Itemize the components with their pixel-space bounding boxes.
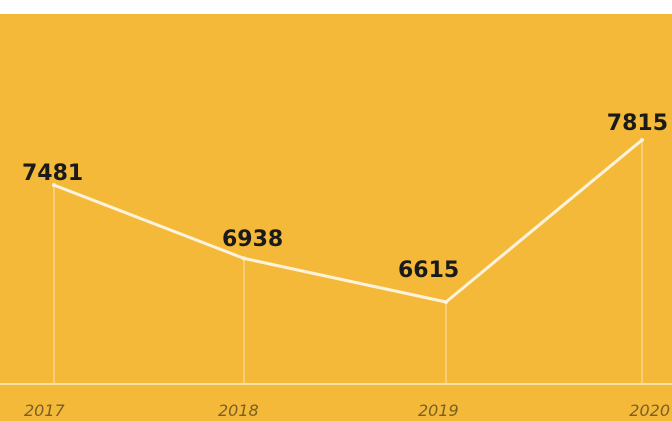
data-point-2020 [640,138,644,142]
top-white-strip [0,0,672,14]
data-point-2019 [444,300,448,304]
data-points [52,138,644,304]
x-tick-label-2017: 2017 [24,401,66,420]
data-label-2020: 7815 [607,111,668,136]
x-axis-tick-labels: 2017 2018 2019 2020 [24,401,670,420]
data-point-2017 [52,183,56,188]
data-point-2018 [242,256,246,261]
x-tick-label-2020: 2020 [629,401,670,420]
data-label-2018: 6938 [222,227,283,252]
series-line [53,138,643,304]
drop-lines [53,140,643,384]
data-label-2017: 7481 [22,161,83,186]
data-label-2019: 6615 [398,258,459,283]
x-tick-label-2018: 2018 [218,401,259,420]
x-tick-label-2019: 2019 [418,401,459,420]
data-labels: 7481 6938 6615 7815 [22,111,668,283]
